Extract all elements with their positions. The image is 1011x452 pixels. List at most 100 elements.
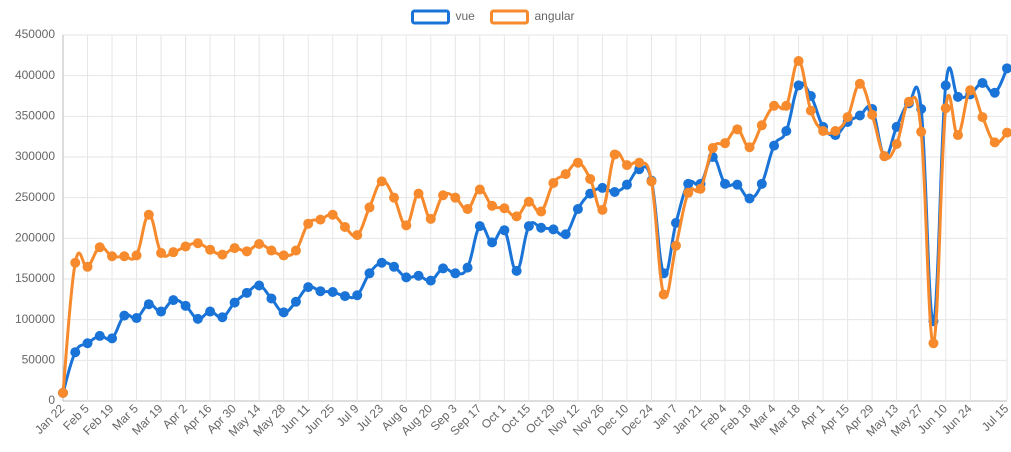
data-point	[854, 110, 865, 121]
data-point	[180, 241, 191, 252]
data-point	[548, 224, 559, 235]
data-point	[670, 240, 681, 251]
data-point	[315, 214, 326, 225]
y-tick-label: 0	[48, 393, 55, 407]
data-point	[339, 291, 350, 302]
y-tick-label: 50000	[22, 353, 56, 367]
y-tick-label: 300000	[15, 149, 55, 163]
data-point	[609, 186, 620, 197]
data-point	[339, 221, 350, 232]
data-point	[609, 149, 620, 160]
data-point	[621, 179, 632, 190]
data-point	[646, 176, 657, 187]
data-point	[278, 307, 289, 318]
data-point	[168, 295, 179, 306]
data-point	[781, 125, 792, 136]
data-point	[732, 179, 743, 190]
data-point	[82, 338, 93, 349]
data-point	[156, 306, 167, 317]
data-point	[572, 204, 583, 215]
data-point	[952, 91, 963, 102]
data-point	[58, 387, 68, 398]
data-point	[352, 230, 363, 241]
data-point	[989, 137, 1000, 148]
data-point	[474, 221, 485, 232]
y-tick-label: 150000	[15, 271, 55, 285]
data-point	[560, 169, 571, 180]
data-point	[315, 286, 326, 297]
data-point	[425, 213, 436, 224]
y-tick-label: 350000	[15, 109, 55, 123]
data-point	[658, 289, 669, 300]
x-tick-label: Jul 15	[979, 401, 1011, 434]
data-point	[107, 333, 118, 344]
data-point	[842, 112, 853, 123]
data-point	[793, 80, 804, 91]
data-point	[499, 203, 510, 214]
data-point	[916, 126, 927, 137]
data-point	[474, 184, 485, 195]
data-point	[940, 103, 951, 114]
data-point	[131, 250, 142, 261]
y-tick-label: 100000	[15, 312, 55, 326]
data-point	[462, 204, 473, 215]
legend-label: vue	[456, 9, 476, 23]
data-point	[450, 192, 461, 203]
data-point	[511, 265, 522, 276]
data-point	[450, 268, 461, 279]
data-point	[229, 243, 240, 254]
data-point	[989, 87, 1000, 98]
y-tick-label: 200000	[15, 231, 55, 245]
data-point	[413, 188, 424, 199]
data-point	[82, 261, 93, 272]
data-point	[254, 239, 265, 250]
data-point	[143, 209, 154, 220]
data-point	[769, 100, 780, 111]
data-point	[192, 313, 203, 324]
data-point	[621, 160, 632, 171]
data-point	[523, 221, 534, 232]
data-point	[585, 173, 596, 184]
data-point	[805, 105, 816, 116]
data-point	[143, 299, 154, 310]
data-point	[487, 237, 498, 248]
legend-label: angular	[535, 9, 575, 23]
data-point	[462, 262, 473, 273]
data-point	[376, 257, 387, 268]
data-point	[634, 157, 645, 168]
y-tick-label: 250000	[15, 190, 55, 204]
data-point	[720, 138, 731, 149]
data-point	[266, 245, 277, 256]
data-point	[401, 220, 412, 231]
data-point	[303, 282, 314, 293]
data-point	[695, 183, 706, 194]
data-point	[732, 124, 743, 135]
data-point	[241, 246, 252, 257]
data-point	[536, 222, 547, 233]
legend-swatch	[490, 9, 529, 25]
data-point	[720, 178, 731, 189]
y-tick-label: 450000	[15, 27, 55, 41]
data-point	[266, 293, 277, 304]
data-point	[278, 250, 289, 261]
data-point	[560, 229, 571, 240]
data-point	[425, 275, 436, 286]
data-point	[793, 56, 804, 67]
data-point	[977, 77, 988, 88]
data-point	[523, 196, 534, 207]
data-point	[94, 242, 105, 253]
data-point	[192, 238, 203, 249]
data-point	[438, 190, 449, 201]
data-point	[131, 313, 142, 324]
legend-swatch	[411, 9, 450, 25]
data-point	[241, 287, 252, 298]
data-point	[891, 138, 902, 149]
data-point	[389, 192, 400, 203]
data-point	[830, 125, 841, 136]
data-point	[769, 140, 780, 151]
data-point	[572, 157, 583, 168]
data-point	[818, 125, 829, 136]
data-point	[781, 100, 792, 111]
data-point	[940, 80, 951, 91]
